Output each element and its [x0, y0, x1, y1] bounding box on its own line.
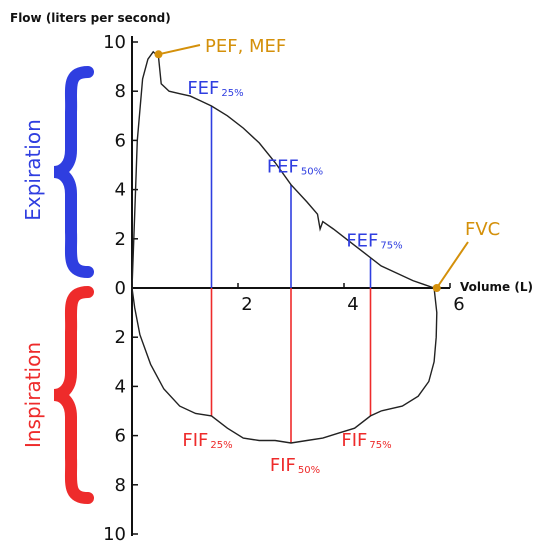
- expiration-label: Expiration: [21, 119, 45, 221]
- y-tick-label: 4: [115, 376, 126, 397]
- x-tick-label: 2: [241, 294, 252, 315]
- fif-label: FIF 25%: [182, 430, 232, 451]
- y-tick-label: 8: [115, 475, 126, 496]
- y-ticks: 10 8 6 4 2 0 2 4 6 8 10: [103, 32, 138, 544]
- inspiration-label: Inspiration: [21, 342, 45, 448]
- fvc-leader-line: [435, 241, 469, 289]
- fif-label: FIF 75%: [341, 430, 391, 451]
- fef-label: FEF 25%: [187, 78, 243, 99]
- fif-label: FIF 50%: [270, 455, 320, 476]
- y-tick-label: 6: [115, 130, 126, 151]
- x-axis-label: Volume (L): [460, 280, 533, 294]
- annotations: FEF 25% FIF 25% FEF 50% FIF 50% FEF 75% FIF 75%: [182, 78, 402, 476]
- inspiration-brace-shape: [53, 286, 94, 504]
- marker-point: [432, 284, 441, 292]
- expiration-brace-shape: [53, 66, 94, 278]
- fvc-label: FVC: [465, 219, 500, 240]
- x-ticks: 2 4 6: [237, 283, 465, 315]
- marker-point: [154, 50, 163, 59]
- y-axis-label: Flow (liters per second): [10, 11, 171, 25]
- x-tick-label: 4: [347, 294, 358, 315]
- fef-label: FEF 50%: [267, 157, 323, 178]
- y-tick-label: 0: [115, 278, 126, 299]
- y-tick-label: 10: [103, 32, 126, 53]
- y-tick-label: 6: [115, 426, 126, 447]
- y-tick-label: 4: [115, 180, 126, 201]
- pef-mef-label: PEF, MEF: [205, 36, 286, 57]
- fef-label: FEF 75%: [346, 230, 402, 251]
- flow-volume-curve: [131, 50, 438, 444]
- x-tick-label: 6: [453, 294, 464, 315]
- pef-leader-line: [158, 44, 201, 56]
- expiration-brace: [53, 66, 94, 278]
- y-tick-label: 2: [115, 327, 126, 348]
- fraction-lines: [210, 105, 372, 443]
- y-tick-label: 10: [103, 524, 126, 544]
- markers: PEF, MEF FVC: [154, 36, 500, 292]
- y-tick-label: 8: [115, 81, 126, 102]
- y-tick-label: 2: [115, 229, 126, 250]
- inspiration-brace: [53, 286, 94, 504]
